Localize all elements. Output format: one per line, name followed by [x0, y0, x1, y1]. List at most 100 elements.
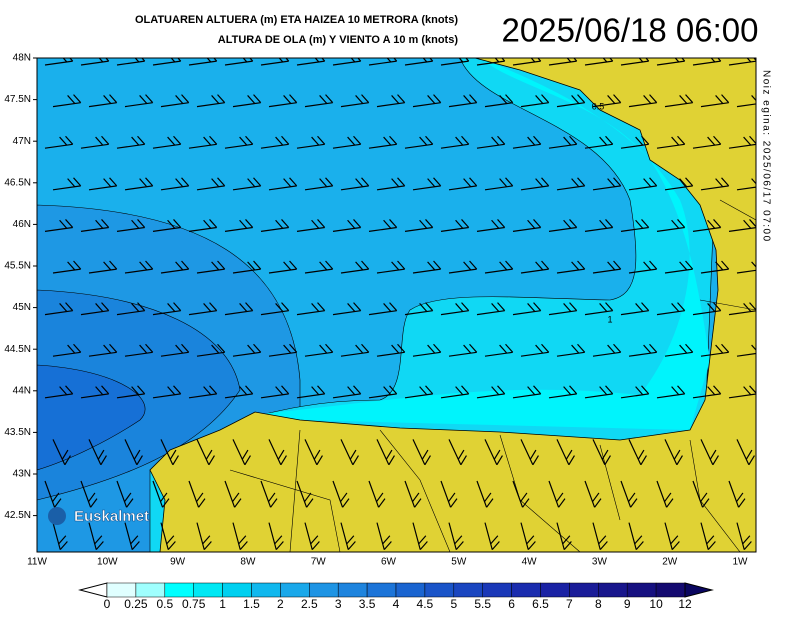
wind-barb: [700, 343, 730, 357]
lat-label: 45.5N: [4, 261, 31, 272]
lat-label: 46N: [13, 219, 31, 230]
colorbar-bin: [395, 582, 426, 598]
wind-barb: [116, 135, 146, 149]
wind-barb: [556, 439, 575, 466]
wind-barb: [548, 480, 566, 508]
land: [149, 58, 756, 552]
wind-barb: [80, 58, 110, 66]
wind-barb: [332, 58, 362, 66]
wind-barb: [88, 522, 104, 551]
lon-label: 2W: [662, 557, 678, 568]
colorbar-label: 1.5: [243, 597, 260, 611]
wind-barb: [268, 177, 298, 191]
wind-barb: [628, 343, 658, 357]
colorbar-label: 4: [393, 597, 400, 611]
wind-barb: [440, 135, 470, 149]
wind-barb: [368, 58, 398, 66]
wind-barb: [296, 480, 314, 508]
wind-barb: [304, 94, 334, 108]
lon-label: 11W: [27, 557, 47, 568]
lat-label: 43.5N: [4, 427, 31, 438]
wind-barb: [268, 94, 298, 108]
wind-barb: [736, 260, 756, 274]
wind-barb: [440, 219, 470, 232]
wind-barb: [160, 94, 190, 108]
colorbar-bin: [598, 582, 628, 598]
wind-barb: [188, 302, 218, 316]
wind-barb: [628, 260, 658, 274]
wind-barb: [116, 385, 146, 399]
wind-barb: [368, 385, 398, 399]
wind-barb: [124, 522, 140, 551]
wind-barb: [736, 94, 756, 108]
wind-barb: [268, 522, 284, 551]
wind-barb: [340, 439, 359, 466]
wind-barb: [412, 177, 442, 191]
wind-barb: [620, 480, 638, 508]
wind-barb: [692, 58, 722, 66]
wind-barb: [44, 480, 62, 508]
wind-barb: [512, 302, 542, 316]
lat-label: 44.5N: [4, 344, 31, 355]
lon-label: 8W: [240, 557, 256, 568]
wind-barb: [556, 94, 586, 108]
wind-barb: [620, 385, 650, 399]
wind-barb: [628, 94, 658, 108]
wind-barb: [656, 58, 686, 66]
lat-label: 43N: [13, 469, 31, 480]
wind-barb: [520, 260, 550, 274]
colorbar-label: 0: [104, 597, 111, 611]
colorbar-label: 5.5: [474, 597, 491, 611]
wind-barb: [656, 135, 686, 149]
wind-barb: [440, 302, 470, 316]
lon-label: 1W: [733, 557, 749, 568]
wind-barb: [448, 94, 478, 108]
colorbar-label: 6.5: [532, 597, 549, 611]
map-frame: [36, 57, 757, 553]
wind-barb: [304, 177, 334, 191]
wind-barb: [196, 260, 226, 274]
lat-label: 42.5N: [4, 510, 31, 521]
wind-barb: [412, 439, 431, 466]
wind-barb: [268, 260, 298, 274]
wind-barb: [656, 219, 686, 232]
colorbar-bin: [337, 582, 368, 598]
wind-barb: [700, 260, 730, 274]
wind-barb: [116, 58, 146, 66]
wind-barb: [376, 439, 395, 466]
wind-barb: [80, 480, 98, 508]
colorbar-bin: [453, 582, 483, 598]
wind-barb: [512, 480, 530, 508]
wind-barb: [556, 177, 586, 191]
datetime: 2025/06/18 06:00: [502, 12, 759, 49]
wind-barb: [232, 522, 248, 551]
colorbar-bin: [106, 582, 137, 598]
title-eu: OLATUAREN ALTUERA (m) ETA HAIZEA 10 METR…: [135, 14, 458, 26]
wind-barb: [484, 343, 514, 357]
wind-barb: [736, 522, 752, 551]
wind-barb: [512, 58, 542, 66]
wind-barb: [484, 260, 514, 274]
colorbar-label: 12: [678, 597, 692, 611]
lon-label: 10W: [97, 557, 118, 568]
wind-barb: [692, 135, 722, 149]
wind-barb: [368, 302, 398, 316]
wind-barb: [296, 58, 326, 66]
map: [37, 58, 756, 552]
wind-barb: [628, 439, 647, 466]
wind-barb: [196, 177, 226, 191]
wind-barb: [692, 480, 710, 508]
lat-label: 48N: [13, 53, 31, 64]
wind-barb: [700, 439, 719, 466]
wind-barb: [664, 439, 683, 466]
wind-barb: [448, 439, 467, 466]
wind-barb: [152, 135, 182, 149]
wind-barb: [188, 219, 218, 232]
colorbar-label: 1: [219, 597, 226, 611]
wind-barb: [728, 480, 746, 508]
wind-barb: [376, 94, 406, 108]
wind-barb: [196, 522, 212, 551]
wind-barb: [620, 302, 650, 316]
wind-barb: [160, 260, 190, 274]
side-note: Noiz egina: 2025/06/17 07:00: [760, 70, 771, 243]
